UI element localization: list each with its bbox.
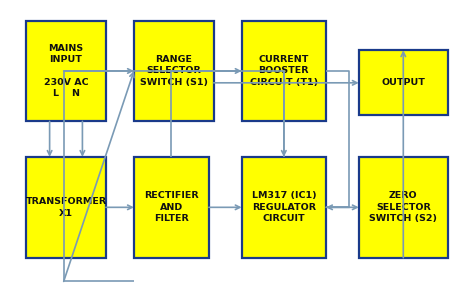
FancyBboxPatch shape	[359, 157, 448, 258]
Text: TRANSFORMER
X1: TRANSFORMER X1	[26, 197, 107, 217]
Text: LM317 (IC1)
REGULATOR
CIRCUIT: LM317 (IC1) REGULATOR CIRCUIT	[252, 191, 316, 223]
FancyBboxPatch shape	[242, 157, 326, 258]
Text: CURRENT
BOOSTER
CIRCUIT (T1): CURRENT BOOSTER CIRCUIT (T1)	[250, 55, 318, 87]
Text: MAINS
INPUT

230V AC
L    N: MAINS INPUT 230V AC L N	[44, 43, 88, 98]
FancyBboxPatch shape	[359, 50, 448, 115]
FancyBboxPatch shape	[26, 157, 106, 258]
Text: OUTPUT: OUTPUT	[382, 78, 425, 87]
FancyBboxPatch shape	[134, 157, 209, 258]
FancyBboxPatch shape	[242, 21, 326, 121]
FancyBboxPatch shape	[134, 21, 214, 121]
Text: RECTIFIER
AND
FILTER: RECTIFIER AND FILTER	[144, 191, 199, 223]
FancyBboxPatch shape	[26, 21, 106, 121]
Text: RANGE
SELECTOR
SWITCH (S1): RANGE SELECTOR SWITCH (S1)	[140, 55, 208, 87]
Text: ZERO
SELECTOR
SWITCH (S2): ZERO SELECTOR SWITCH (S2)	[369, 191, 438, 223]
